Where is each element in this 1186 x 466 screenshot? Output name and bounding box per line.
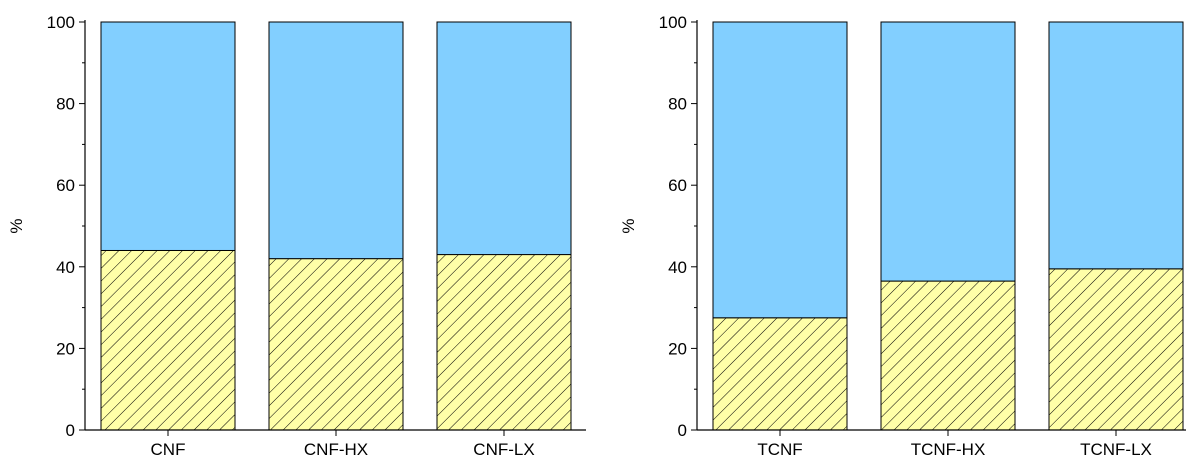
chart-panel-left: 0 20 40 60 80 100 CNF CNF-HX CNF-LX% [7, 13, 586, 459]
bar-tcnf-hx-series-0 [880, 280, 1016, 431]
x-tick-label-cnf-lx: CNF-LX [473, 440, 534, 459]
y-tick-label: 20 [668, 339, 687, 358]
y-tick-label: 100 [47, 13, 75, 32]
bar-tcnf-series-0 [712, 317, 848, 431]
y-tick-label: 20 [56, 339, 75, 358]
x-tick-label-tcnf-hx: TCNF-HX [911, 440, 986, 459]
y-tick-label: 60 [668, 176, 687, 195]
bar-tcnf-lx-series-0 [1048, 268, 1184, 431]
bar-cnf-series-1 [100, 21, 236, 251]
y-tick-label: 80 [668, 95, 687, 114]
bar-cnf-lx-series-1 [436, 21, 572, 256]
y-tick-label: 80 [56, 95, 75, 114]
y-axis-label: % [7, 218, 26, 233]
y-tick-label: 0 [678, 421, 687, 440]
bar-tcnf-lx-series-1 [1048, 21, 1184, 270]
bar-cnf-lx-series-0 [436, 254, 572, 431]
x-tick-label-tcnf-lx: TCNF-LX [1080, 440, 1152, 459]
x-tick-label-cnf-hx: CNF-HX [304, 440, 368, 459]
bar-cnf-hx-series-1 [268, 21, 404, 260]
bar-tcnf-hx-series-1 [880, 21, 1016, 282]
bar-cnf-hx-series-0 [268, 258, 404, 431]
y-tick-label: 40 [668, 258, 687, 277]
chart-panel-right: 0 20 40 60 80 100 TCNF TCNF-HX TCNF-LX% [619, 13, 1186, 459]
y-tick-label: 100 [659, 13, 687, 32]
bar-cnf-series-0 [100, 249, 236, 431]
x-tick-label-cnf: CNF [151, 440, 186, 459]
x-tick-label-tcnf: TCNF [757, 440, 802, 459]
bar-tcnf-series-1 [712, 21, 848, 319]
y-tick-label: 40 [56, 258, 75, 277]
y-axis-label: % [619, 218, 638, 233]
y-tick-label: 0 [66, 421, 75, 440]
y-tick-label: 60 [56, 176, 75, 195]
